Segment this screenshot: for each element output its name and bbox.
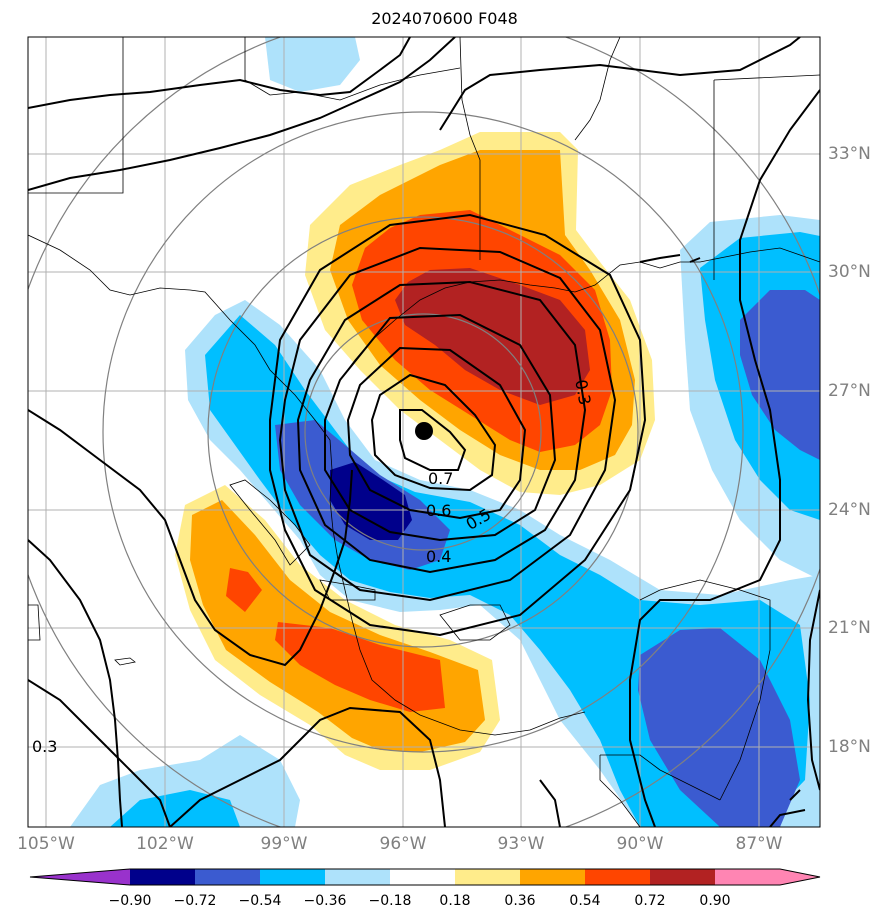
lon-label-87w: 87°W bbox=[735, 834, 783, 854]
sw-lobe-red bbox=[226, 568, 445, 712]
lat-label-33n: 33°N bbox=[828, 144, 871, 164]
lon-label-99w: 99°W bbox=[260, 834, 308, 854]
bl-neg-lightblue bbox=[70, 735, 300, 827]
colorbar-bin bbox=[455, 869, 520, 885]
lat-label-18n: 18°N bbox=[828, 737, 871, 757]
lon-label-93w: 93°W bbox=[497, 834, 545, 854]
lon-label-96w: 96°W bbox=[379, 834, 427, 854]
top-neg-lightblue bbox=[265, 37, 360, 92]
colorbar-tick: 0.36 bbox=[504, 893, 536, 909]
graticule bbox=[28, 37, 820, 827]
colorbar-bin bbox=[585, 869, 650, 885]
colorbar-outline bbox=[29, 868, 821, 886]
colorbar-tick: −0.18 bbox=[368, 893, 412, 909]
lat-label-30n: 30°N bbox=[828, 262, 871, 282]
lon-label-90w: 90°W bbox=[616, 834, 664, 854]
range-rings bbox=[28, 37, 820, 827]
storm-center-marker bbox=[415, 422, 433, 440]
colorbar-tick: 0.54 bbox=[569, 893, 601, 909]
colorbar-tick: −0.72 bbox=[173, 893, 217, 909]
bl-neg-cyan bbox=[110, 790, 240, 827]
lon-label-102w: 102°W bbox=[136, 834, 194, 854]
colorbar-bin bbox=[260, 869, 325, 885]
colorbar-tick: 0.90 bbox=[699, 893, 731, 909]
colorbar-tick: 0.72 bbox=[634, 893, 666, 909]
colorbar bbox=[29, 868, 821, 886]
colorbar-extend-low bbox=[30, 869, 130, 885]
colorbar-tick: −0.36 bbox=[303, 893, 347, 909]
colorbar-bin bbox=[195, 869, 260, 885]
colorbar-tick: −0.54 bbox=[238, 893, 282, 909]
plot-frame bbox=[27, 36, 821, 828]
contour-label-04: 0.4 bbox=[426, 547, 451, 566]
thick-contours bbox=[28, 37, 820, 827]
lat-label-21n: 21°N bbox=[828, 618, 871, 638]
map-title: 2024070600 F048 bbox=[371, 9, 518, 28]
contour-label-07: 0.7 bbox=[428, 469, 453, 488]
contour-label-06: 0.6 bbox=[426, 501, 451, 520]
contour-label-03-right: 0.3 bbox=[571, 378, 594, 406]
colorbar-bin bbox=[325, 869, 390, 885]
colorbar-bin bbox=[520, 869, 585, 885]
contour-label-left: 0.3 bbox=[32, 737, 57, 756]
colorbar-bin bbox=[715, 869, 780, 885]
lon-label-105w: 105°W bbox=[17, 834, 75, 854]
lat-label-24n: 24°N bbox=[828, 500, 871, 520]
colorbar-bin bbox=[130, 869, 195, 885]
colorbar-extend-high bbox=[780, 869, 820, 885]
colorbar-tick: 0.18 bbox=[439, 893, 471, 909]
colorbar-bin bbox=[650, 869, 715, 885]
colorbar-bin bbox=[390, 869, 455, 885]
colorbar-tick: −0.90 bbox=[108, 893, 152, 909]
lat-label-27n: 27°N bbox=[828, 381, 871, 401]
vortex-contours bbox=[269, 213, 806, 827]
east-neg-blue bbox=[740, 290, 820, 460]
